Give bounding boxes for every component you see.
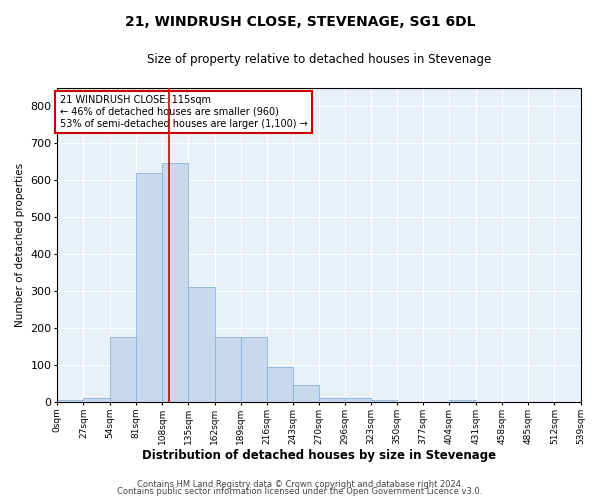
Bar	[371, 400, 397, 402]
Bar	[57, 400, 83, 402]
Bar	[162, 164, 188, 402]
Title: Size of property relative to detached houses in Stevenage: Size of property relative to detached ho…	[147, 52, 491, 66]
Y-axis label: Number of detached properties: Number of detached properties	[15, 162, 25, 327]
Text: 21 WINDRUSH CLOSE: 115sqm
← 46% of detached houses are smaller (960)
53% of semi: 21 WINDRUSH CLOSE: 115sqm ← 46% of detac…	[60, 96, 308, 128]
Bar	[215, 338, 241, 402]
Text: Contains HM Land Registry data © Crown copyright and database right 2024.: Contains HM Land Registry data © Crown c…	[137, 480, 463, 489]
Bar	[241, 338, 267, 402]
Bar	[293, 386, 319, 402]
Bar	[449, 400, 476, 402]
X-axis label: Distribution of detached houses by size in Stevenage: Distribution of detached houses by size …	[142, 450, 496, 462]
Bar	[188, 288, 215, 402]
Text: Contains public sector information licensed under the Open Government Licence v3: Contains public sector information licen…	[118, 487, 482, 496]
Bar	[267, 367, 293, 402]
Text: 21, WINDRUSH CLOSE, STEVENAGE, SG1 6DL: 21, WINDRUSH CLOSE, STEVENAGE, SG1 6DL	[125, 15, 475, 29]
Bar	[110, 338, 136, 402]
Bar	[344, 398, 371, 402]
Bar	[319, 398, 344, 402]
Bar	[136, 172, 162, 402]
Bar	[83, 398, 110, 402]
